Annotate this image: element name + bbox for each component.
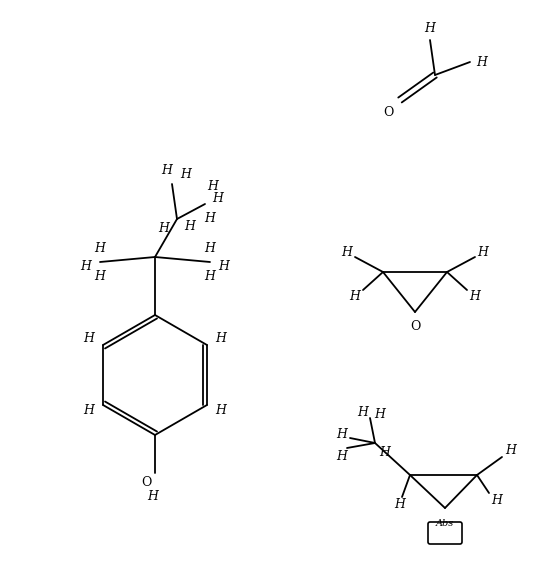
Text: H: H bbox=[84, 333, 94, 346]
Text: H: H bbox=[212, 193, 223, 205]
Text: H: H bbox=[379, 446, 390, 459]
Text: O: O bbox=[383, 105, 393, 118]
Text: H: H bbox=[375, 409, 385, 422]
Text: H: H bbox=[81, 260, 91, 272]
Text: O: O bbox=[410, 319, 420, 333]
Text: H: H bbox=[185, 221, 195, 234]
Text: H: H bbox=[506, 445, 517, 458]
Text: H: H bbox=[84, 404, 94, 418]
Text: H: H bbox=[181, 168, 192, 181]
Text: H: H bbox=[158, 222, 169, 235]
Text: H: H bbox=[478, 245, 489, 258]
Text: H: H bbox=[94, 242, 105, 254]
Text: Abs: Abs bbox=[436, 520, 454, 529]
Text: H: H bbox=[342, 245, 352, 258]
Text: H: H bbox=[395, 498, 406, 512]
Text: H: H bbox=[358, 406, 369, 419]
Text: H: H bbox=[336, 428, 347, 441]
Text: H: H bbox=[470, 289, 480, 302]
Text: H: H bbox=[218, 260, 229, 272]
Text: H: H bbox=[205, 242, 216, 254]
Text: H: H bbox=[147, 489, 158, 503]
Text: H: H bbox=[162, 163, 173, 176]
Text: O: O bbox=[141, 476, 151, 489]
Text: H: H bbox=[349, 289, 360, 302]
Text: H: H bbox=[336, 450, 347, 463]
Text: H: H bbox=[205, 212, 216, 225]
Text: H: H bbox=[216, 333, 227, 346]
Text: H: H bbox=[207, 180, 218, 193]
Text: H: H bbox=[216, 404, 227, 418]
Text: H: H bbox=[425, 21, 436, 34]
FancyBboxPatch shape bbox=[428, 522, 462, 544]
Text: H: H bbox=[477, 56, 488, 69]
Text: H: H bbox=[491, 494, 502, 507]
Text: H: H bbox=[94, 270, 105, 283]
Text: H: H bbox=[205, 270, 216, 283]
